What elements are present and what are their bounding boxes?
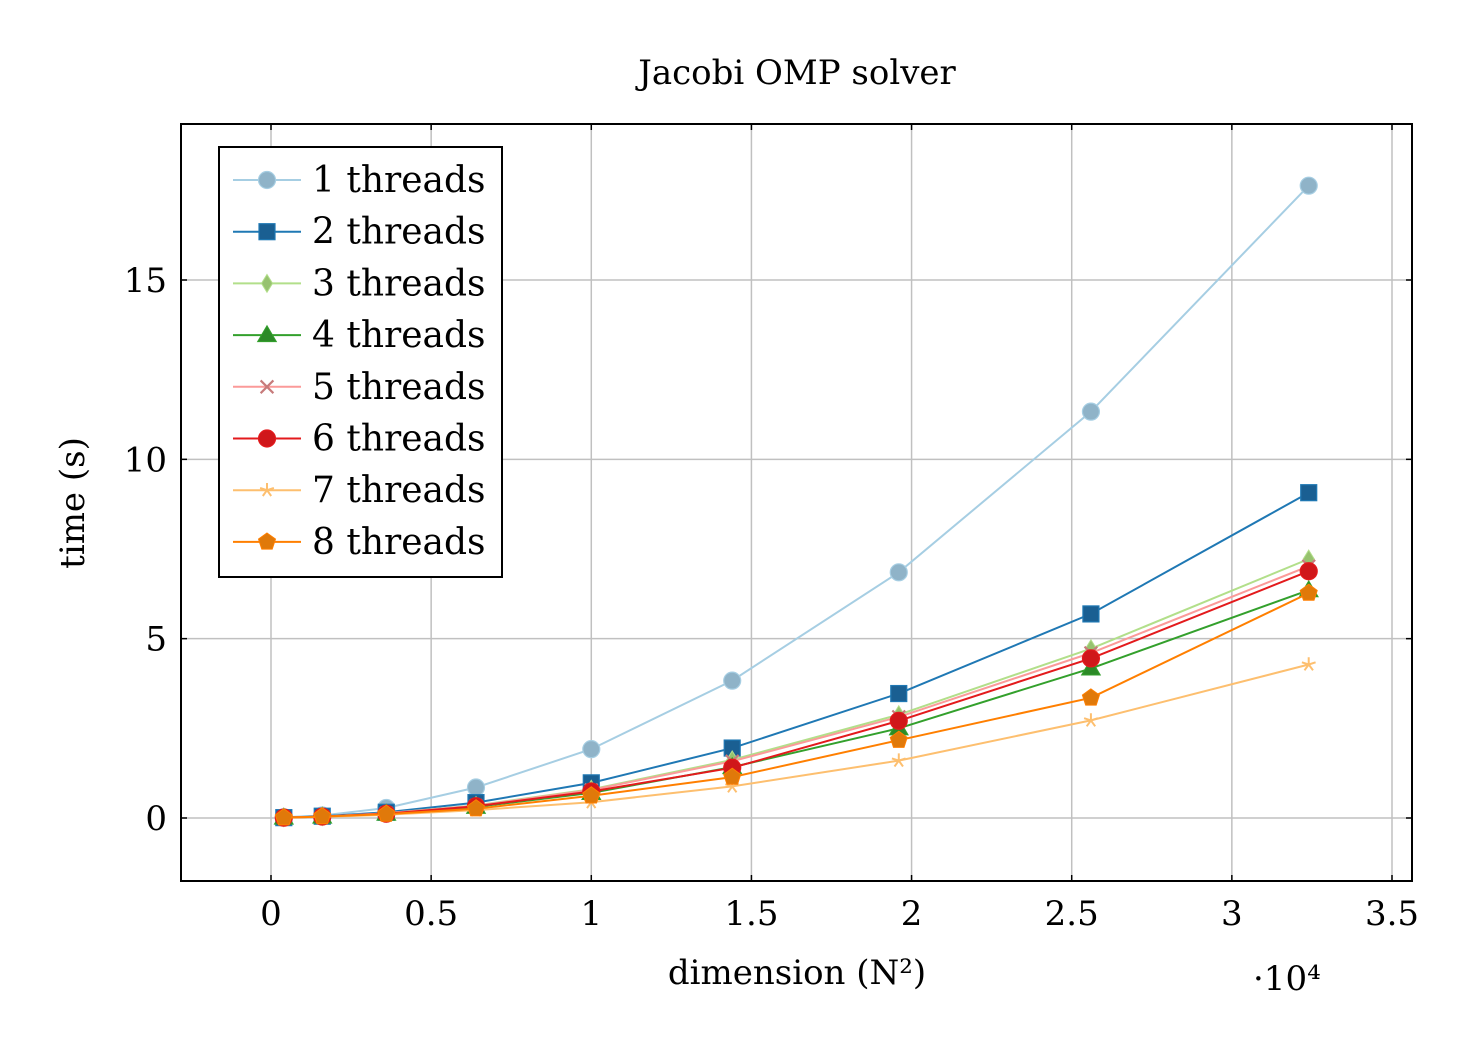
x-multiplier: ·10⁴ xyxy=(1253,959,1321,999)
data-point xyxy=(274,808,293,826)
series-5-threads xyxy=(276,559,1316,825)
series-8-threads xyxy=(274,583,1318,826)
data-point xyxy=(891,753,906,768)
data-point xyxy=(1299,583,1318,601)
x-tick-label: 0.5 xyxy=(404,894,458,934)
series-3-threads xyxy=(277,549,1315,828)
data-point xyxy=(257,532,277,550)
legend-entry: 1 threads xyxy=(233,160,486,201)
y-axis-label: time (s) xyxy=(53,437,93,569)
y-ticks: 0 5 10 15 xyxy=(124,261,1412,839)
chart-title: Jacobi OMP solver xyxy=(635,53,956,93)
data-point xyxy=(582,740,601,759)
data-point xyxy=(1082,605,1100,623)
series-line xyxy=(283,570,1310,819)
data-point xyxy=(582,786,601,804)
plot-frame xyxy=(180,123,1413,882)
data-point xyxy=(889,711,908,730)
legend-label: 7 threads xyxy=(312,470,486,511)
series-line xyxy=(283,663,1309,819)
legend-entry: 6 threads xyxy=(233,419,486,460)
x-tick-label: 2 xyxy=(901,894,923,934)
legend-box xyxy=(218,146,503,578)
legend-entry: 4 threads xyxy=(233,315,486,356)
legend-entry: 3 threads xyxy=(233,263,486,304)
legend-entry: 5 threads xyxy=(233,367,486,408)
data-point xyxy=(1081,402,1101,421)
data-point xyxy=(258,223,276,241)
series-7-threads xyxy=(276,657,1316,825)
legend-label: 2 threads xyxy=(312,212,486,253)
y-tick-label: 15 xyxy=(124,261,167,301)
legend-entry: 2 threads xyxy=(233,212,486,253)
data-point xyxy=(377,804,396,822)
data-point xyxy=(1299,562,1318,581)
x-axis-label: dimension (N²) xyxy=(668,953,926,993)
data-point xyxy=(257,170,277,190)
data-point xyxy=(889,730,908,748)
legend-entry: 7 threads xyxy=(233,470,486,511)
data-point xyxy=(1083,713,1099,727)
legend-label: 1 threads xyxy=(312,160,486,201)
legend-label: 4 threads xyxy=(312,315,486,356)
series-line xyxy=(283,565,1310,819)
series-line xyxy=(283,558,1310,819)
data-point xyxy=(259,379,275,394)
data-point xyxy=(889,563,908,582)
series-layer xyxy=(273,176,1319,828)
x-tick-label: 3.5 xyxy=(1365,894,1419,934)
legend-label: 5 threads xyxy=(312,367,486,408)
data-point xyxy=(313,806,332,825)
data-point xyxy=(260,273,274,294)
legend-label: 6 threads xyxy=(312,419,486,460)
x-tick-label: 1.5 xyxy=(724,894,778,934)
legend-label: 3 threads xyxy=(312,263,486,304)
data-point xyxy=(723,671,742,690)
x-tick-label: 1 xyxy=(580,894,602,934)
data-point xyxy=(1301,657,1316,671)
data-point xyxy=(1081,649,1101,668)
legend-entry: 8 threads xyxy=(233,522,486,563)
data-point xyxy=(257,429,277,448)
x-tick-label: 2.5 xyxy=(1045,894,1099,934)
data-point xyxy=(466,778,486,797)
data-point xyxy=(890,684,908,703)
data-point xyxy=(1299,176,1318,195)
data-point xyxy=(259,483,275,497)
x-ticks: 0 0.5 1 1.5 2 2.5 3 3.5 xyxy=(260,124,1419,934)
data-point xyxy=(723,767,742,785)
legend: 1 threads 2 threads 3 threads 4 threads 5 th… xyxy=(218,146,503,578)
data-point xyxy=(1081,688,1100,706)
data-point xyxy=(256,324,278,343)
y-tick-label: 5 xyxy=(145,620,167,660)
legend-label: 8 threads xyxy=(312,522,486,563)
x-tick-label: 0 xyxy=(260,894,282,934)
data-point xyxy=(466,799,486,817)
data-point xyxy=(1300,484,1318,502)
y-tick-label: 10 xyxy=(124,440,167,480)
y-tick-label: 0 xyxy=(145,799,167,839)
x-tick-label: 3 xyxy=(1221,894,1243,934)
